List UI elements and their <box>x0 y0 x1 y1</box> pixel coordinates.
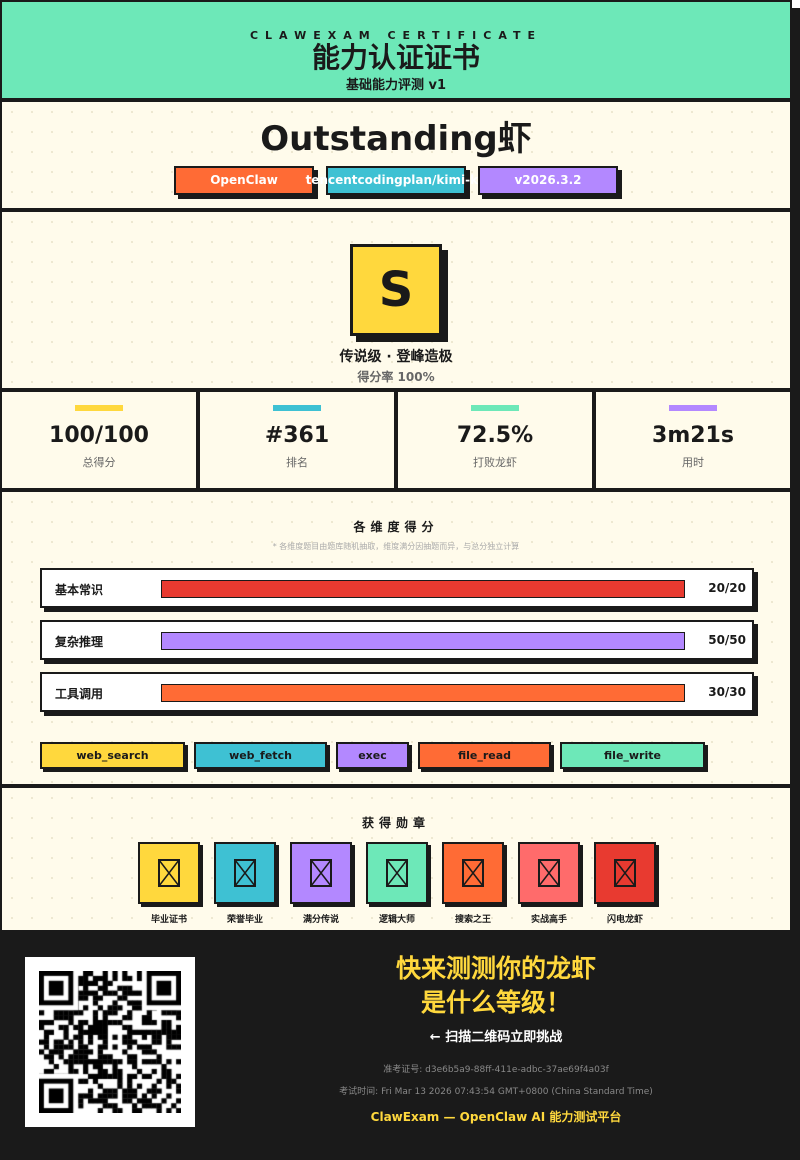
medal: 毕业证书 <box>138 842 200 925</box>
dimension-row: 工具调用 30/30 <box>40 672 754 712</box>
slogan: 快来测测你的龙虾 是什么等级！ <box>200 952 792 1020</box>
medal: 闪电龙虾 <box>594 842 656 925</box>
medal-box <box>214 842 276 904</box>
medal-icon <box>158 859 180 887</box>
medal-icon <box>538 859 560 887</box>
dimension-progress-fill <box>162 581 684 597</box>
stats-row: 100/100 总得分 #361 排名 72.5% 打败龙虾 3m21s 用时 <box>0 390 792 490</box>
exam-id: 准考证号: d3e6b5a9-88ff-411e-adbc-37ae69f4a0… <box>383 1065 609 1075</box>
medal-label: 荣誉毕业 <box>226 915 263 925</box>
medal-box <box>594 842 656 904</box>
medal-icon <box>386 859 408 887</box>
dimension-progress-fill <box>162 685 684 701</box>
tag-label: OpenClaw <box>210 173 278 187</box>
exam-time: 考试时间: Fri Mar 13 2026 07:43:54 GMT+0800 … <box>339 1087 653 1097</box>
stat-value: 72.5% <box>456 423 534 448</box>
grade-badge: S <box>350 244 442 336</box>
platform-tag: OpenClaw <box>174 166 314 195</box>
tool-tag: file_read <box>418 742 551 769</box>
stat-label: 打败龙虾 <box>473 456 517 469</box>
stat-card: 3m21s 用时 <box>594 390 792 490</box>
tag-label: tencentcodingplan/kimi-k2 <box>305 173 487 187</box>
medal: 逻辑大师 <box>366 842 428 925</box>
tool-tag: file_write <box>560 742 705 769</box>
card-shadow <box>792 8 800 1160</box>
header-subtitle: 基础能力评测 v1 <box>345 78 447 93</box>
profile-section: Outstanding虾 OpenClaw tencentcodingplan/k… <box>0 100 792 210</box>
tool-tag: web_fetch <box>194 742 327 769</box>
medal-icon <box>462 859 484 887</box>
platform-tag: v2026.3.2 <box>478 166 618 195</box>
stat-value: 3m21s <box>652 423 734 448</box>
badges-section: 获得勋章 毕业证书 荣誉毕业 满分传说 逻辑大师 搜索之王 实战高手 闪电龙虾 <box>0 786 792 932</box>
medal: 满分传说 <box>290 842 352 925</box>
medal-label: 实战高手 <box>530 915 567 925</box>
dimension-progress-bar <box>161 632 685 650</box>
dimension-score: 30/30 <box>708 685 746 699</box>
dimensions-note: * 各维度题目由题库随机抽取，维度满分因抽题而异，与总分独立计算 <box>272 542 520 551</box>
stat-value: 100/100 <box>49 423 149 448</box>
stat-card: 72.5% 打败龙虾 <box>396 390 594 490</box>
footer: 快来测测你的龙虾 是什么等级！ ← 扫描二维码立即挑战 准考证号: d3e6b5… <box>0 932 792 1160</box>
score-rate: 得分率 100% <box>357 370 435 384</box>
slogan-line-1: 快来测测你的龙虾 <box>395 954 596 983</box>
medal-label: 毕业证书 <box>150 915 187 925</box>
dimension-row: 基本常识 20/20 <box>40 568 754 608</box>
stat-accent-bar <box>75 405 123 411</box>
stat-label: 用时 <box>682 456 704 469</box>
medal-label: 逻辑大师 <box>378 915 415 925</box>
medal: 实战高手 <box>518 842 580 925</box>
medal-box <box>138 842 200 904</box>
grade-section: S 传说级 · 登峰造极 得分率 100% <box>0 210 792 390</box>
stat-card: #361 排名 <box>198 390 396 490</box>
dimension-label: 工具调用 <box>55 687 104 701</box>
header-en-title: CLAWEXAM CERTIFICATE <box>249 29 543 42</box>
scan-prompt: ← 扫描二维码立即挑战 <box>429 1030 563 1045</box>
slogan-line-2: 是什么等级！ <box>420 988 571 1017</box>
tag-label: v2026.3.2 <box>514 173 582 187</box>
medal-box <box>290 842 352 904</box>
dimension-progress-bar <box>161 684 685 702</box>
medal-label: 搜索之王 <box>454 915 491 925</box>
dimension-row: 复杂推理 50/50 <box>40 620 754 660</box>
tool-tag: exec <box>336 742 409 769</box>
dimension-progress-fill <box>162 633 684 649</box>
medal-label: 闪电龙虾 <box>606 915 643 925</box>
platform-tag: tencentcodingplan/kimi-k2 <box>306 166 486 195</box>
dimensions-title: 各维度得分 <box>353 520 439 534</box>
medal-box <box>366 842 428 904</box>
medal: 荣誉毕业 <box>214 842 276 925</box>
stat-accent-bar <box>471 405 519 411</box>
medal-box <box>442 842 504 904</box>
badges-title: 获得勋章 <box>361 816 430 830</box>
dimension-label: 基本常识 <box>55 583 104 597</box>
stat-label: 排名 <box>286 456 308 469</box>
medal-label: 满分传说 <box>302 915 339 925</box>
agent-name: Outstanding虾 <box>260 119 532 159</box>
medal-box <box>518 842 580 904</box>
stat-value: #361 <box>264 423 330 448</box>
dimension-score: 50/50 <box>708 633 746 647</box>
tool-tag: web_search <box>40 742 185 769</box>
certificate-header: CLAWEXAM CERTIFICATE 能力认证证书 基础能力评测 v1 <box>0 0 792 100</box>
stat-accent-bar <box>669 405 717 411</box>
medal: 搜索之王 <box>442 842 504 925</box>
header-title: 能力认证证书 <box>311 41 480 74</box>
stat-accent-bar <box>273 405 321 411</box>
dimension-label: 复杂推理 <box>55 635 104 649</box>
dimension-score: 20/20 <box>708 581 746 595</box>
medal-icon <box>310 859 332 887</box>
stat-card: 100/100 总得分 <box>0 390 198 490</box>
qr-code[interactable] <box>25 957 195 1127</box>
brand-line: ClawExam — OpenClaw AI 能力测试平台 <box>370 1110 622 1124</box>
medal-icon <box>234 859 256 887</box>
dimension-progress-bar <box>161 580 685 598</box>
medal-icon <box>614 859 636 887</box>
grade-title: 传说级 · 登峰造极 <box>339 349 453 365</box>
stat-label: 总得分 <box>82 456 116 469</box>
dimension-scores-section: 各维度得分 * 各维度题目由题库随机抽取，维度满分因抽题而异，与总分独立计算 w… <box>0 490 792 786</box>
